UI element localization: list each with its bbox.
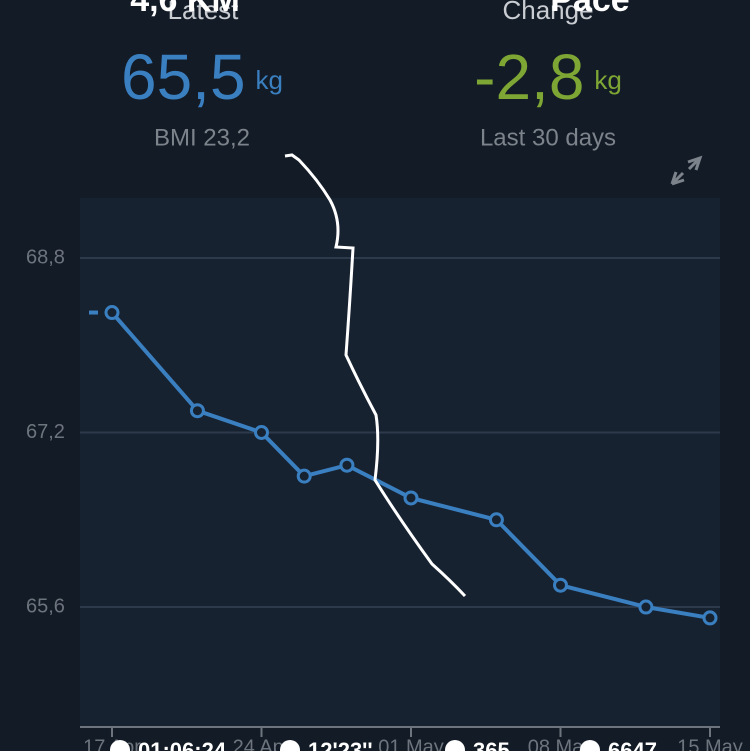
x-tick-label: 15 May <box>677 736 743 751</box>
data-point <box>189 403 205 419</box>
period: Last 30 days <box>480 124 616 151</box>
data-point <box>702 610 718 626</box>
latest-unit: kg <box>256 65 283 95</box>
y-tick-label: 67,2 <box>26 421 65 443</box>
change-value: -2,8 kg <box>474 41 622 113</box>
latest-label: Latest <box>168 0 240 25</box>
data-point <box>254 425 269 441</box>
stat-value: 01:06:24 <box>138 738 227 751</box>
stat-icon <box>280 740 300 751</box>
change-number: -2,8 <box>474 41 584 113</box>
stat-icon <box>580 740 600 751</box>
data-point <box>638 599 654 615</box>
overlay-pace: Pace <box>550 0 629 19</box>
data-point <box>553 577 568 593</box>
data-point <box>104 305 120 321</box>
data-point <box>296 468 312 484</box>
x-tick-label: 01 May <box>378 736 444 751</box>
y-tick-label: 65,6 <box>26 595 65 617</box>
expand-icon[interactable] <box>670 155 703 186</box>
bmi: BMI 23,2 <box>154 124 250 151</box>
stat-value: 6647 <box>608 738 657 751</box>
change-unit: kg <box>594 65 621 95</box>
data-point <box>403 490 419 506</box>
latest-value: 65,5 kg <box>121 41 283 113</box>
x-tick-label: 24 Apr <box>233 736 291 751</box>
weight-line <box>110 311 711 620</box>
data-point <box>339 457 355 473</box>
stats-overlay: 01:06:24 12'23'' 365 6647 <box>110 738 657 751</box>
overlay-distance: 4,6 KM <box>130 0 240 19</box>
stat-icon <box>445 740 465 751</box>
x-tick-label: 08 May <box>528 736 594 751</box>
stat-value: 12'23'' <box>308 738 373 751</box>
change-label: Change <box>502 0 593 25</box>
stat-value: 365 <box>473 738 510 751</box>
y-tick-label: 68,8 <box>26 246 65 268</box>
latest-number: 65,5 <box>121 41 246 113</box>
plot-area <box>80 198 720 728</box>
stat-icon <box>110 740 130 751</box>
data-point <box>488 512 504 528</box>
route-overlay <box>284 153 467 598</box>
